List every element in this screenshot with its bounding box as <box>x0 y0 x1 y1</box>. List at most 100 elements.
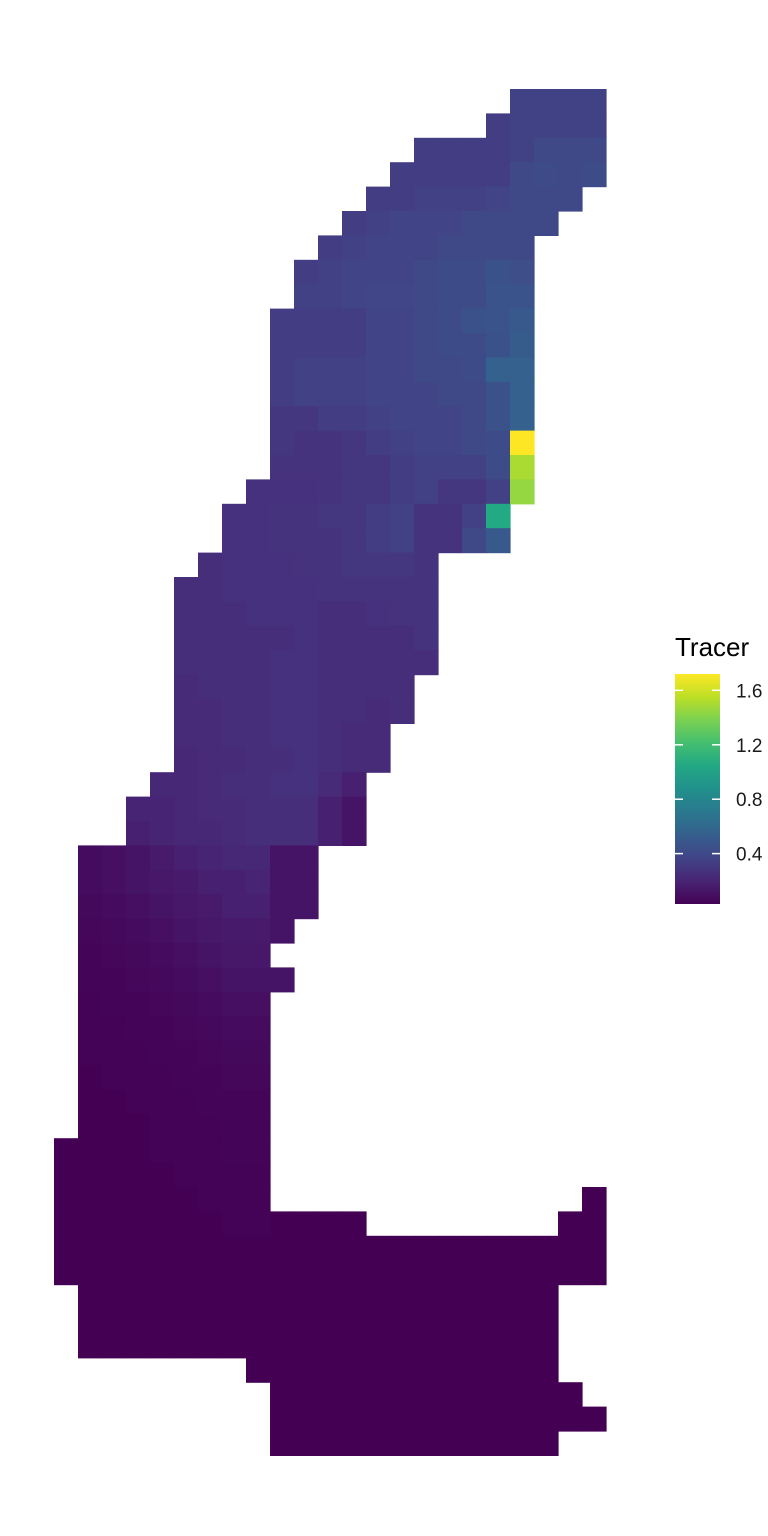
heatmap-cell <box>294 674 319 700</box>
heatmap-cell <box>270 869 295 895</box>
heatmap-cell <box>222 796 247 822</box>
heatmap-cell <box>366 211 391 236</box>
heatmap-cell <box>246 479 271 505</box>
heatmap-cell <box>270 796 295 822</box>
heatmap-cell <box>174 991 199 1017</box>
heatmap-cell <box>558 89 583 114</box>
heatmap-cell <box>150 869 175 895</box>
heatmap-cell <box>582 89 607 114</box>
heatmap-cell <box>390 381 415 407</box>
heatmap-cell <box>462 308 487 334</box>
heatmap-cell <box>150 1040 175 1066</box>
heatmap-cell <box>270 747 295 773</box>
heatmap-cell <box>342 211 367 236</box>
heatmap-cell <box>270 1284 295 1310</box>
heatmap-cell <box>318 796 343 822</box>
heatmap-cell <box>342 284 367 310</box>
heatmap-cell <box>462 528 487 554</box>
heatmap-cell <box>414 577 439 602</box>
heatmap-cell <box>582 113 607 139</box>
heatmap-cell <box>486 284 511 310</box>
heatmap-cell <box>414 333 439 358</box>
heatmap-cell <box>198 601 223 627</box>
heatmap-cell <box>366 430 391 456</box>
heatmap-cell <box>150 772 175 798</box>
heatmap-cell <box>246 1138 271 1164</box>
heatmap-cell <box>366 577 391 602</box>
heatmap-cell <box>126 1211 151 1237</box>
heatmap-cell <box>78 1187 103 1212</box>
heatmap-cell <box>414 259 439 285</box>
heatmap-cell <box>198 943 223 968</box>
heatmap-cell <box>534 1431 559 1456</box>
heatmap-cell <box>198 772 223 798</box>
heatmap-cell <box>246 943 271 968</box>
colorbar-legend: Tracer 0.4 0.8 1.2 1.6 <box>675 632 763 904</box>
heatmap-cell <box>390 211 415 236</box>
heatmap-cell <box>78 1040 103 1066</box>
heatmap-cell <box>270 1382 295 1408</box>
heatmap-cell <box>534 1382 559 1408</box>
heatmap-cell <box>462 1260 487 1286</box>
heatmap-cell <box>414 601 439 627</box>
heatmap-cell <box>558 186 583 212</box>
heatmap-cell <box>246 1187 271 1212</box>
heatmap-cell <box>534 1357 559 1383</box>
heatmap-cell <box>222 723 247 749</box>
heatmap-cell <box>270 625 295 651</box>
heatmap-cell <box>342 381 367 407</box>
heatmap-cell <box>246 1016 271 1042</box>
heatmap-cell <box>438 137 463 163</box>
heatmap-cell <box>150 1016 175 1042</box>
heatmap-cell <box>390 699 415 724</box>
heatmap-cell <box>486 406 511 432</box>
heatmap-cell <box>438 1235 463 1261</box>
heatmap-cell <box>102 1260 127 1286</box>
heatmap-cell <box>294 747 319 773</box>
heatmap-cell <box>318 381 343 407</box>
heatmap-cell <box>174 1284 199 1310</box>
heatmap-cell <box>414 650 439 676</box>
heatmap-cell <box>174 821 199 846</box>
heatmap-cell <box>486 1333 511 1359</box>
heatmap-cell <box>150 1138 175 1164</box>
heatmap-cell <box>246 845 271 871</box>
heatmap-cell <box>462 430 487 456</box>
heatmap-cell <box>582 1260 607 1286</box>
heatmap-cell <box>294 1211 319 1237</box>
heatmap-cell <box>414 1309 439 1334</box>
heatmap-cell <box>582 137 607 163</box>
heatmap-cell <box>78 1162 103 1188</box>
heatmap-cell <box>390 357 415 383</box>
heatmap-cell <box>198 1016 223 1042</box>
heatmap-cell <box>342 674 367 700</box>
heatmap-cell <box>174 723 199 749</box>
heatmap-cell <box>366 333 391 358</box>
heatmap-cell <box>54 1162 79 1188</box>
heatmap-cell <box>270 845 295 871</box>
heatmap-cell <box>414 235 439 261</box>
heatmap-cell <box>270 1431 295 1456</box>
colorbar-tick-label: 1.2 <box>736 736 762 757</box>
heatmap-cell <box>318 430 343 456</box>
heatmap-cell <box>246 1333 271 1359</box>
heatmap-cell <box>462 381 487 407</box>
heatmap-cell <box>198 1162 223 1188</box>
heatmap-cell <box>510 430 535 456</box>
heatmap-cell <box>318 1406 343 1432</box>
heatmap-cell <box>126 845 151 871</box>
heatmap-cell <box>222 943 247 968</box>
heatmap-cell <box>390 430 415 456</box>
heatmap-cell <box>246 601 271 627</box>
heatmap-cell <box>414 1431 439 1456</box>
heatmap-cell <box>486 381 511 407</box>
heatmap-cell <box>390 235 415 261</box>
heatmap-cell <box>222 1333 247 1359</box>
heatmap-cell <box>222 1187 247 1212</box>
heatmap-cell <box>318 747 343 773</box>
heatmap-cell <box>102 967 127 993</box>
heatmap-cell <box>246 577 271 602</box>
heatmap-cell <box>342 1211 367 1237</box>
heatmap-cell <box>462 186 487 212</box>
heatmap-cell <box>558 137 583 163</box>
